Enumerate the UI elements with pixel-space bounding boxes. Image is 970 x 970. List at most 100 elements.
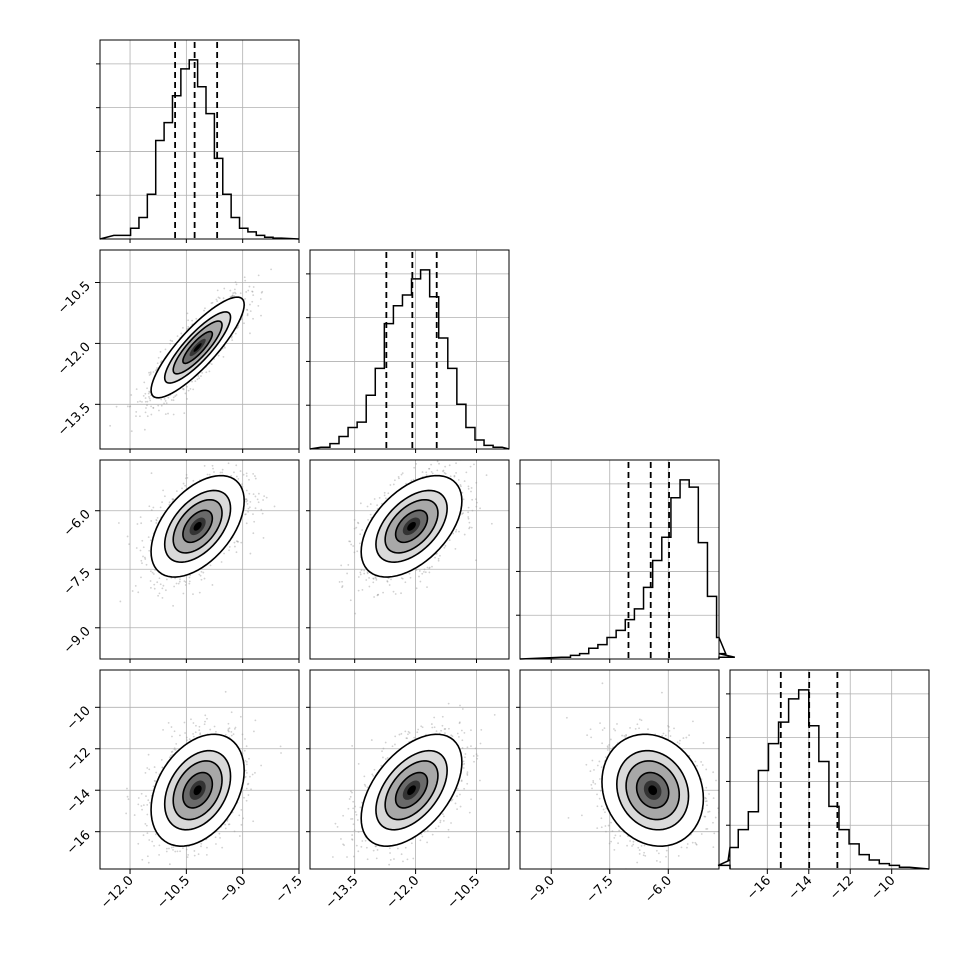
scatter-point — [243, 456, 245, 458]
scatter-point — [147, 861, 150, 864]
scatter-point — [130, 394, 133, 396]
scatter-point — [426, 566, 429, 569]
scatter-point — [172, 413, 175, 416]
scatter-point — [115, 405, 118, 408]
scatter-point — [262, 537, 265, 539]
scatter-point — [231, 294, 234, 297]
scatter-point — [142, 395, 145, 397]
scatter-point — [192, 732, 194, 735]
scatter-point — [377, 593, 379, 596]
scatter-point — [219, 836, 221, 839]
scatter-point — [468, 526, 471, 529]
scatter-point — [361, 588, 364, 591]
scatter-point — [246, 313, 249, 315]
scatter-point — [382, 591, 384, 594]
scatter-point — [400, 577, 403, 580]
scatter-point — [389, 484, 392, 486]
scatter-point — [186, 385, 188, 388]
scatter-point — [408, 572, 411, 575]
scatter-point — [213, 471, 215, 473]
scatter-point — [247, 289, 250, 292]
scatter-point — [374, 576, 377, 579]
scatter-point — [367, 518, 369, 521]
scatter-point — [252, 532, 255, 535]
scatter-point — [442, 469, 445, 472]
scatter-point — [229, 295, 232, 298]
scatter-point — [366, 571, 369, 574]
density-panel-1-0 — [99, 249, 300, 450]
scatter-point — [244, 513, 247, 516]
histogram-2 — [519, 479, 736, 660]
scatter-point — [265, 496, 268, 499]
scatter-point — [232, 733, 235, 736]
histogram-3 — [717, 689, 930, 870]
contour-line — [394, 509, 429, 544]
scatter-point — [148, 390, 151, 393]
scatter-point — [235, 540, 238, 543]
scatter-point — [228, 823, 231, 826]
scatter-point — [150, 472, 153, 475]
scatter-point — [373, 596, 376, 598]
scatter-point — [244, 738, 246, 740]
scatter-point — [154, 369, 157, 372]
scatter-point — [167, 721, 170, 724]
scatter-point — [448, 464, 451, 467]
scatter-point — [157, 356, 160, 359]
scatter-point — [227, 728, 230, 731]
scatter-point — [149, 373, 152, 375]
scatter-point — [137, 803, 140, 806]
scatter-point — [372, 577, 375, 580]
scatter-point — [134, 585, 137, 587]
scatter-point — [243, 322, 245, 325]
scatter-point — [247, 794, 250, 796]
scatter-point — [176, 335, 179, 337]
scatter-point — [257, 304, 260, 307]
scatter-point — [165, 402, 168, 405]
scatter-point — [223, 552, 225, 555]
scatter-point — [377, 593, 380, 596]
scatter-point — [448, 539, 451, 542]
scatter-point — [137, 842, 140, 845]
scatter-point — [366, 505, 369, 508]
scatter-point — [183, 580, 186, 583]
scatter-point — [133, 814, 136, 816]
scatter-point — [221, 471, 224, 474]
scatter-point — [148, 395, 150, 398]
density-fill — [193, 521, 202, 531]
panel-frame — [99, 39, 300, 240]
scatter-point — [158, 409, 160, 412]
scatter-point — [444, 472, 447, 475]
scatter-point — [144, 400, 147, 403]
scatter-point — [350, 543, 353, 546]
scatter-point — [178, 580, 181, 583]
scatter-point — [155, 518, 158, 521]
scatter-point — [175, 394, 178, 396]
scatter-point — [246, 314, 249, 317]
scatter-point — [215, 730, 217, 733]
scatter-point — [192, 735, 195, 738]
scatter-point — [150, 509, 153, 512]
scatter-point — [359, 502, 362, 505]
scatter-point — [142, 546, 145, 549]
scatter-point — [341, 580, 343, 583]
scatter-point — [467, 511, 470, 514]
scatter-point — [233, 288, 236, 291]
scatter-point — [366, 572, 369, 575]
histogram-panel-1 — [306, 249, 510, 450]
scatter-point — [199, 574, 202, 577]
scatter-point — [136, 523, 139, 525]
scatter-point — [137, 591, 140, 594]
scatter-point — [224, 827, 227, 830]
scatter-point — [423, 568, 426, 571]
scatter-layer — [117, 456, 276, 607]
scatter-point — [187, 319, 190, 322]
scatter-point — [435, 552, 438, 555]
scatter-point — [129, 405, 132, 408]
scatter-point — [170, 754, 172, 757]
scatter-point — [415, 462, 418, 465]
scatter-point — [443, 471, 446, 474]
scatter-point — [167, 396, 170, 399]
scatter-point — [229, 289, 232, 292]
scatter-point — [172, 399, 175, 402]
scatter-point — [221, 846, 224, 849]
